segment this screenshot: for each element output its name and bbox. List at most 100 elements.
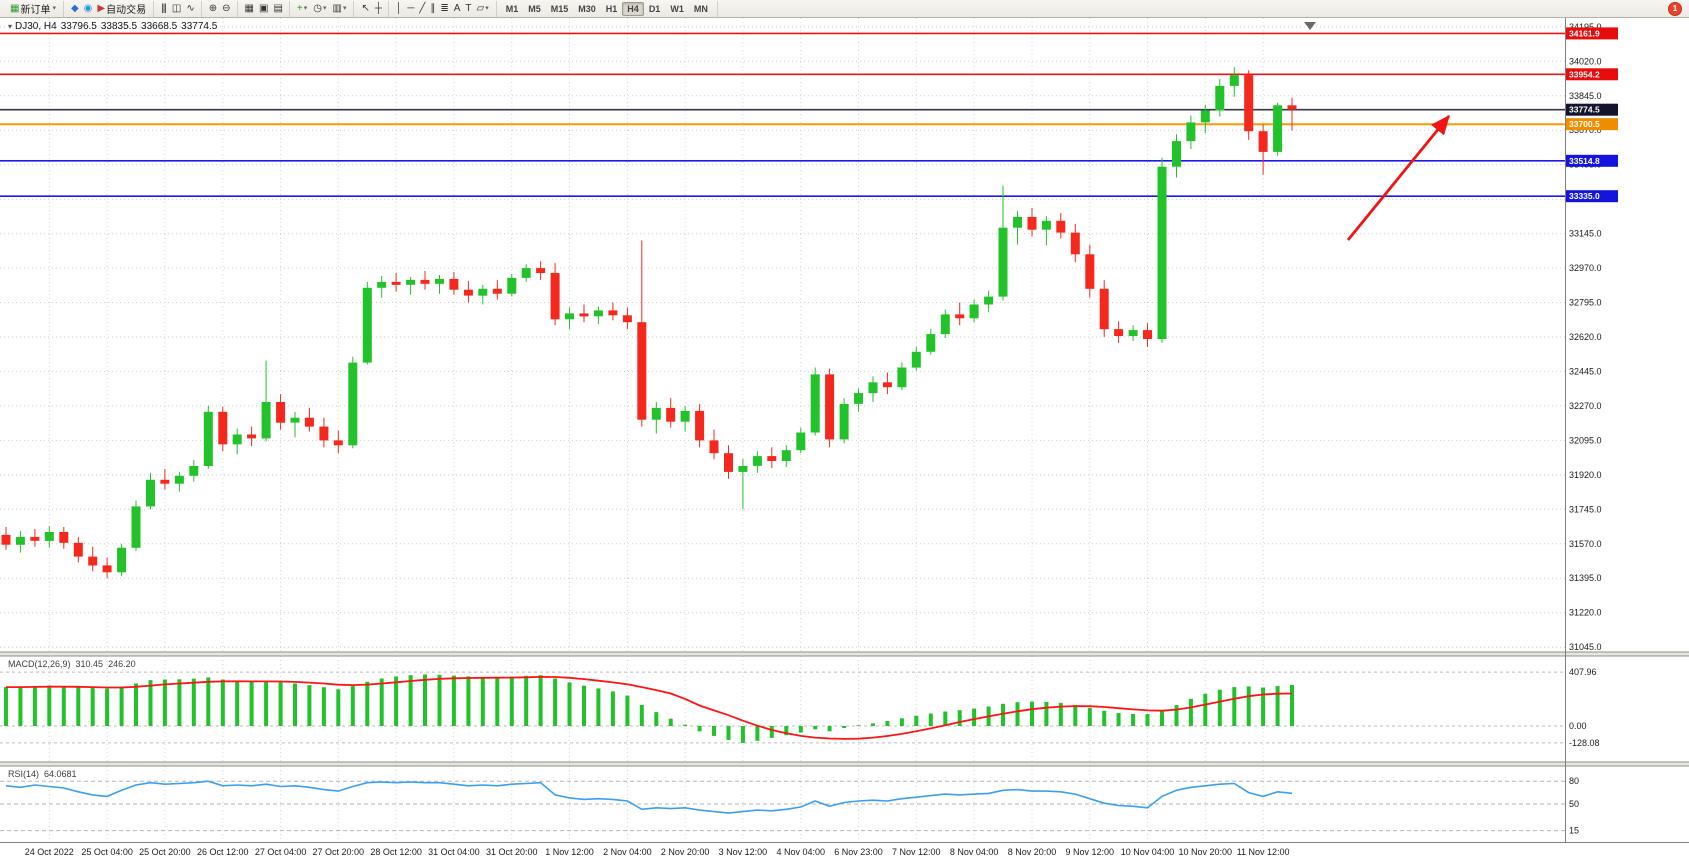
timeframe-m30[interactable]: M30 (573, 2, 601, 16)
alerts-icon[interactable]: ◉ (81, 0, 95, 17)
macd-bar (307, 685, 312, 726)
chart-shift-marker[interactable] (1304, 22, 1316, 30)
macd-panel (0, 671, 1565, 744)
price-tick-label: 32970.0 (1569, 263, 1602, 273)
vertical-line-icon[interactable]: │ (393, 0, 404, 17)
zoom-out-icon[interactable]: ⊖ (219, 0, 232, 17)
add-indicator-icon[interactable]: + ▾ (294, 0, 310, 17)
zoom-in-icon: ⊕ (208, 2, 217, 14)
fibonacci-icon[interactable]: ≣ (437, 0, 450, 17)
horizontal-lines-layer (0, 32, 1565, 197)
rsi-name: RSI(14) (8, 769, 40, 779)
price-gridlines (0, 26, 1565, 648)
text-icon[interactable]: A (451, 0, 463, 17)
macd-bar (899, 718, 904, 726)
candle (146, 479, 155, 507)
time-label: 24 Oct 2022 (25, 847, 74, 857)
channel-icon[interactable]: ∥ (427, 0, 437, 17)
crosshair-icon: ┼ (374, 2, 382, 14)
macd-bar (639, 704, 644, 726)
timeframe-d1[interactable]: D1 (644, 2, 666, 16)
candle (1114, 329, 1124, 336)
candle (391, 281, 401, 285)
svg-text:33954.2: 33954.2 (1569, 69, 1600, 79)
candle (449, 278, 459, 290)
timeframe-h1[interactable]: H1 (601, 2, 623, 16)
templates-icon[interactable]: ▥ ▾ (330, 0, 350, 17)
timeframe-m30-label: M30 (578, 3, 596, 14)
periods-icon[interactable]: ◷ ▾ (310, 0, 329, 17)
candle (1186, 122, 1196, 142)
chevron-down-icon: ▾ (322, 4, 327, 12)
macd-bar (466, 676, 471, 726)
arrange-windows-icon[interactable]: ▤ (270, 0, 284, 17)
panel-separator[interactable] (0, 652, 1689, 656)
shapes-icon[interactable]: ▱ ▾ (474, 0, 492, 17)
timeframe-m1[interactable]: M1 (501, 2, 524, 16)
macd-bar (726, 726, 731, 740)
chart-svg[interactable]: 34195.034020.033845.033670.033495.033320… (0, 18, 1689, 861)
price-tick-label: 32445.0 (1569, 367, 1602, 377)
macd-name: MACD(12,26,9) (8, 659, 71, 669)
crosshair-icon[interactable]: ┼ (372, 0, 384, 17)
autotrade-button[interactable]: ▶ 自动交易 (94, 0, 149, 17)
candle (854, 393, 863, 404)
candle (940, 314, 950, 335)
candle (550, 273, 560, 320)
zoom-out-icon: ⊖ (222, 2, 230, 14)
macd-bar (365, 681, 370, 726)
bar-chart-icon[interactable]: ||| (158, 0, 169, 17)
candlestick-chart-icon[interactable]: ◫ (169, 0, 183, 17)
tile-windows-icon[interactable]: ▦ (242, 0, 256, 17)
time-label: 8 Nov 20:00 (1008, 847, 1057, 857)
price-tick-label: 32270.0 (1569, 401, 1602, 411)
candle (565, 313, 574, 320)
macd-bar (235, 680, 240, 726)
macd-bar (1001, 703, 1005, 726)
trendline-icon[interactable]: ╱ (416, 0, 427, 17)
macd-bar (451, 675, 456, 726)
rsi-panel (0, 780, 1565, 832)
price-tick-label: 31745.0 (1569, 504, 1602, 514)
notification-badge[interactable]: 1 (1668, 1, 1682, 16)
timeframe-m5[interactable]: M5 (523, 2, 546, 16)
shapes-icon: ▱ (476, 2, 485, 14)
cursor-icon[interactable]: ↖ (358, 0, 371, 17)
candlestick-chart-icon: ◫ (171, 2, 182, 14)
timeframe-m5-label: M5 (528, 3, 541, 14)
mql5-community-icon[interactable]: ◆ (68, 0, 81, 17)
candle (117, 547, 127, 573)
price-badges: 34161.9 33954.2 33774.5 33700.5 33514.8 33335… (1566, 27, 1618, 203)
time-label: 25 Oct 20:00 (139, 847, 191, 857)
timeframe-h4[interactable]: H4 (622, 1, 644, 16)
panel-separator[interactable] (0, 762, 1689, 766)
macd-bar (668, 718, 673, 726)
zoom-in-icon[interactable]: ⊕ (206, 0, 219, 17)
chevron-down-icon: ▾ (485, 4, 489, 12)
timeframe-w1[interactable]: W1 (665, 2, 689, 16)
macd-bar (885, 721, 890, 726)
trendline-icon: ╱ (419, 2, 425, 14)
chart-area[interactable]: 34195.034020.033845.033670.033495.033320… (0, 18, 1689, 861)
trend-arrow-annotation[interactable] (1346, 114, 1451, 241)
timeframe-m15[interactable]: M15 (546, 2, 574, 16)
candle (492, 288, 502, 294)
price-badge (1566, 190, 1618, 203)
new-order-button[interactable]: ▦ 新订单 ▾ (7, 0, 59, 17)
timeframe-h1-label: H1 (605, 3, 618, 14)
horizontal-line-icon[interactable]: ─ (404, 0, 416, 17)
macd-bar (553, 678, 558, 726)
line-chart-icon[interactable]: ∿ (183, 0, 196, 17)
candle (1287, 105, 1297, 110)
candle (839, 404, 849, 440)
cascade-windows-icon[interactable]: ▣ (256, 0, 270, 17)
candle (174, 475, 184, 484)
macd-bar (437, 674, 442, 726)
candle (955, 314, 965, 319)
timeframe-mn[interactable]: MN (689, 2, 713, 16)
label-icon[interactable]: T (462, 0, 473, 17)
timeframe-h4-label: H4 (627, 3, 639, 14)
price-tick-label: 31920.0 (1569, 470, 1602, 480)
macd-bar (264, 680, 269, 726)
templates-icon: ▥ (332, 2, 343, 14)
